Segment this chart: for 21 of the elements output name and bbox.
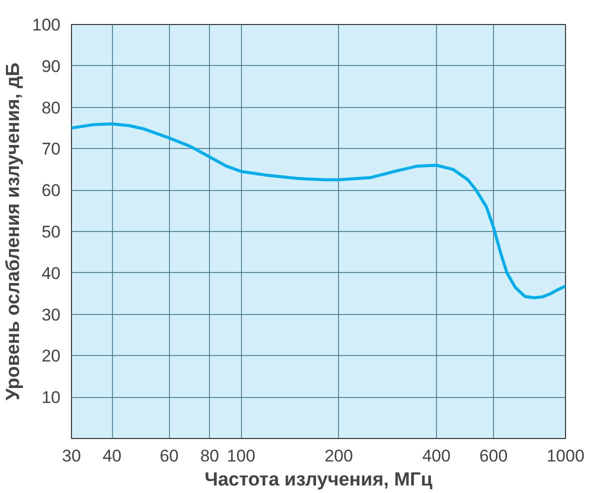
x-tick-label: 200: [324, 446, 353, 466]
x-tick-label: 40: [102, 446, 122, 466]
y-tick-label: 70: [42, 140, 61, 159]
y-tick-label: 90: [42, 56, 61, 76]
y-tick-label: 30: [42, 305, 61, 324]
x-tick-label: 80: [200, 446, 220, 466]
y-tick-label: 60: [42, 181, 61, 200]
x-tick-label: 60: [160, 446, 179, 466]
y-tick-label: 10: [42, 388, 61, 408]
y-tick-label: 100: [32, 16, 61, 34]
x-tick-label: 400: [422, 446, 451, 466]
x-tick-label: 1000: [546, 446, 584, 466]
y-tick-label: 80: [42, 98, 61, 118]
x-tick-label: 600: [479, 446, 508, 466]
y-tick-label: 20: [42, 346, 61, 366]
y-axis-title: Уровень ослабления излучения, дБ: [3, 62, 24, 400]
y-tick-label: 50: [42, 222, 61, 242]
x-tick-label: 100: [226, 446, 256, 466]
x-tick-label: 30: [62, 446, 81, 466]
x-axis-title: Частота излучения, МГц: [204, 470, 433, 490]
y-tick-label: 40: [42, 264, 61, 283]
